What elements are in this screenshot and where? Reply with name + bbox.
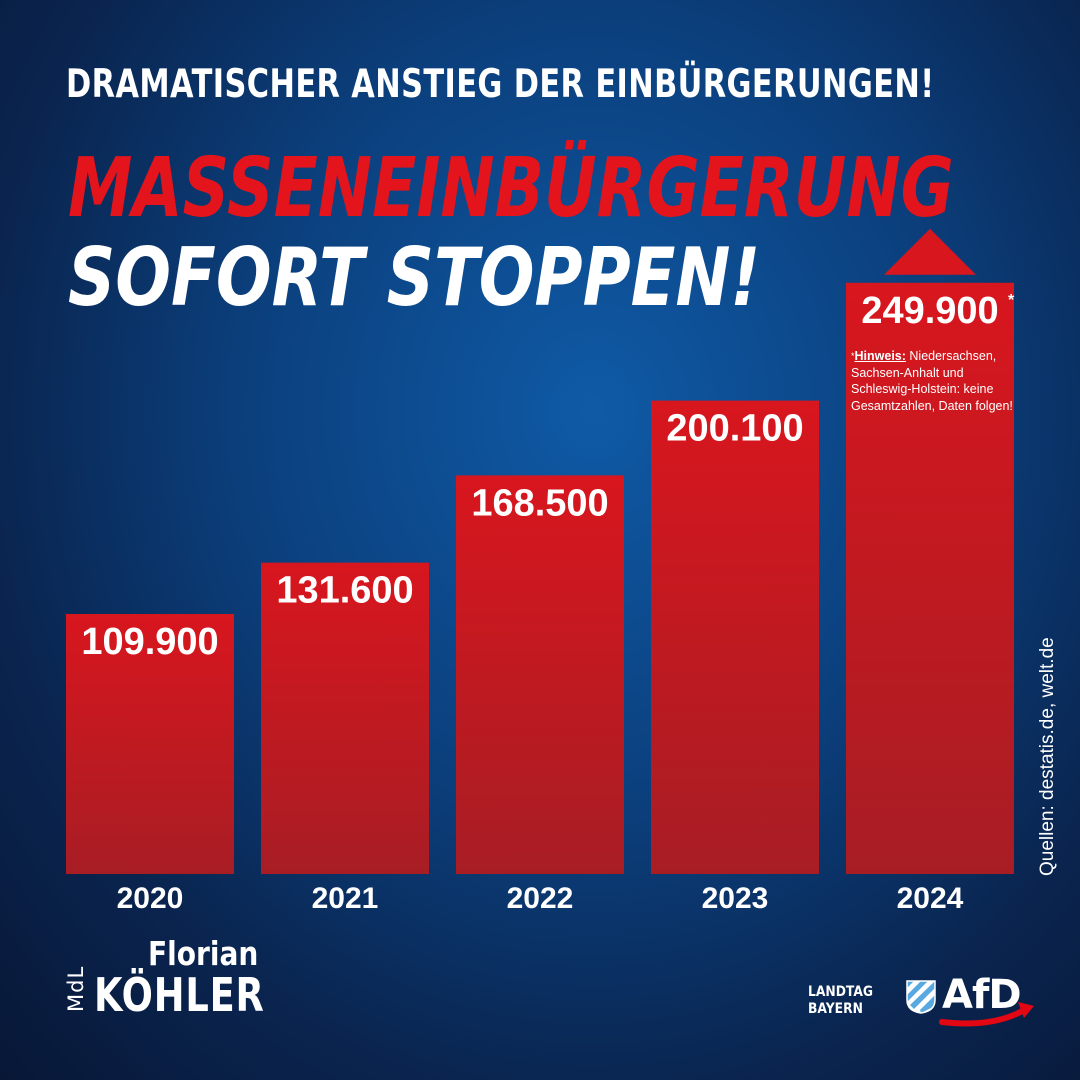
signature-first-name: Florian	[148, 934, 259, 973]
footnote: *Hinweis: Niedersachsen, Sachsen-Anhalt …	[851, 348, 1026, 414]
landtag-label: LANDTAG BAYERN	[808, 984, 873, 1018]
bar-2022	[456, 475, 624, 874]
bar-category-label: 2020	[117, 882, 184, 915]
bar-category-label: 2024	[897, 882, 964, 915]
bar-value-label: 131.600	[276, 570, 413, 612]
footnote-text: Niedersachsen, Sachsen-Anhalt und Schles…	[851, 349, 1013, 413]
bar-2021	[261, 562, 429, 874]
bar-2024	[846, 282, 1014, 874]
landtag-line1: LANDTAG	[808, 984, 874, 1000]
bar-2020	[66, 614, 234, 874]
bar-category-label: 2022	[507, 882, 574, 915]
footnote-label: Hinweis:	[854, 349, 906, 363]
signature-title: MdL	[64, 965, 88, 1012]
bavaria-crest-icon	[906, 980, 936, 1014]
bar-value-label: 249.900	[861, 290, 998, 332]
bar-category-label: 2023	[702, 882, 769, 915]
bar-2023	[651, 400, 819, 874]
footnote-marker: *	[851, 351, 855, 361]
sources-credit: Quellen: destatis.de, welt.de	[1037, 637, 1058, 876]
party-logo-text: AfD	[942, 972, 1022, 1018]
party-logo-swoosh-icon	[939, 1002, 1034, 1027]
signature-last-name: KÖHLER	[94, 968, 265, 1022]
subtitle: DRAMATISCHER ANSTIEG DER EINBÜRGERUNGEN!	[66, 62, 935, 107]
trend-arrow-icon	[884, 228, 976, 275]
bar-category-label: 2021	[312, 882, 379, 915]
headline-white: SOFORT STOPPEN!	[68, 231, 761, 324]
bar-value-label: 168.500	[471, 482, 608, 524]
bar-value-label: 109.900	[81, 621, 218, 663]
landtag-line2: BAYERN	[808, 1001, 863, 1017]
bar-value-footnote-marker: *	[1008, 292, 1015, 309]
headline-red: MASSENEINBÜRGERUNG	[68, 141, 954, 236]
bar-value-label: 200.100	[666, 408, 803, 450]
